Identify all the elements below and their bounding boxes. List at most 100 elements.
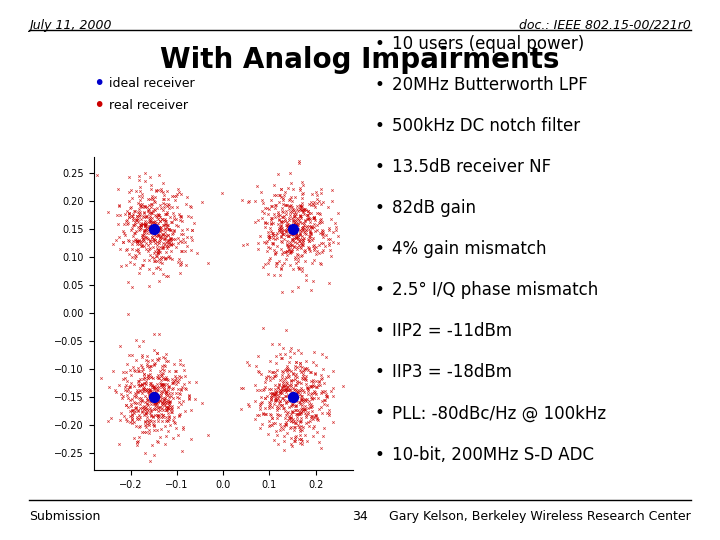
Point — [134, 264, 145, 273]
Point — [160, 406, 171, 414]
Point — [126, 240, 138, 248]
Point — [174, 268, 186, 277]
Point — [139, 417, 150, 426]
Point — [181, 241, 193, 250]
Point — [162, 221, 174, 230]
Point — [154, 217, 166, 225]
Point — [276, 238, 288, 246]
Point — [128, 381, 140, 390]
Point — [282, 240, 293, 248]
Point — [250, 362, 261, 370]
Point — [266, 414, 278, 422]
Point — [285, 344, 297, 353]
Point — [143, 200, 155, 209]
Point — [276, 401, 288, 409]
Point — [266, 219, 277, 227]
Point — [148, 393, 160, 401]
Point — [306, 389, 318, 398]
Point — [280, 207, 292, 215]
Point — [300, 409, 311, 417]
Point — [279, 386, 291, 395]
Point — [280, 231, 292, 239]
Point — [135, 237, 147, 245]
Point — [152, 210, 163, 219]
Point — [284, 247, 295, 256]
Point — [141, 416, 153, 424]
Point — [138, 228, 150, 237]
Point — [289, 435, 301, 443]
Point — [170, 380, 181, 388]
Point — [148, 399, 160, 407]
Point — [282, 220, 294, 228]
Point — [292, 257, 303, 266]
Point — [308, 213, 320, 222]
Point — [273, 380, 284, 389]
Point — [266, 414, 278, 422]
Point — [269, 389, 280, 398]
Point — [166, 218, 178, 226]
Text: 20MHz Butterworth LPF: 20MHz Butterworth LPF — [392, 76, 588, 94]
Point — [268, 238, 279, 247]
Point — [148, 225, 160, 233]
Point — [145, 200, 157, 208]
Point — [327, 367, 338, 375]
Point — [306, 382, 318, 391]
Point — [126, 419, 138, 428]
Point — [294, 210, 306, 219]
Point — [255, 232, 266, 240]
Point — [325, 251, 336, 260]
Point — [283, 403, 294, 411]
Point — [287, 219, 299, 228]
Point — [149, 221, 161, 230]
Point — [145, 369, 156, 378]
Point — [185, 246, 197, 254]
Point — [279, 385, 290, 394]
Point — [127, 210, 139, 218]
Point — [296, 413, 307, 422]
Point — [305, 367, 317, 376]
Point — [161, 272, 172, 280]
Point — [120, 381, 132, 389]
Point — [125, 186, 137, 194]
Point — [276, 213, 288, 221]
Point — [125, 371, 137, 380]
Point — [295, 386, 307, 395]
Point — [160, 241, 171, 250]
Point — [264, 417, 275, 426]
Point — [140, 219, 151, 228]
Point — [283, 195, 294, 204]
Point — [141, 203, 153, 212]
Point — [130, 215, 141, 224]
Point — [282, 232, 294, 240]
Point — [137, 261, 148, 270]
Point — [260, 404, 271, 413]
Point — [147, 413, 158, 421]
Point — [160, 394, 171, 403]
Point — [274, 397, 286, 406]
Point — [153, 249, 164, 258]
Point — [271, 387, 282, 396]
Point — [145, 387, 157, 395]
Point — [318, 400, 330, 408]
Point — [311, 195, 323, 204]
Point — [290, 233, 302, 241]
Point — [271, 403, 283, 412]
Point — [144, 217, 156, 226]
Text: 34: 34 — [352, 510, 368, 523]
Point — [157, 179, 168, 188]
Point — [160, 228, 171, 237]
Point — [150, 399, 161, 408]
Point — [330, 226, 341, 234]
Point — [282, 184, 294, 192]
Point — [152, 214, 163, 223]
Point — [184, 394, 195, 402]
Point — [276, 261, 288, 269]
Point — [148, 426, 160, 434]
Point — [279, 375, 291, 383]
Point — [294, 205, 306, 213]
Point — [127, 232, 138, 240]
Point — [287, 230, 298, 239]
Point — [165, 212, 176, 221]
Point — [261, 219, 272, 227]
Point — [313, 219, 325, 227]
